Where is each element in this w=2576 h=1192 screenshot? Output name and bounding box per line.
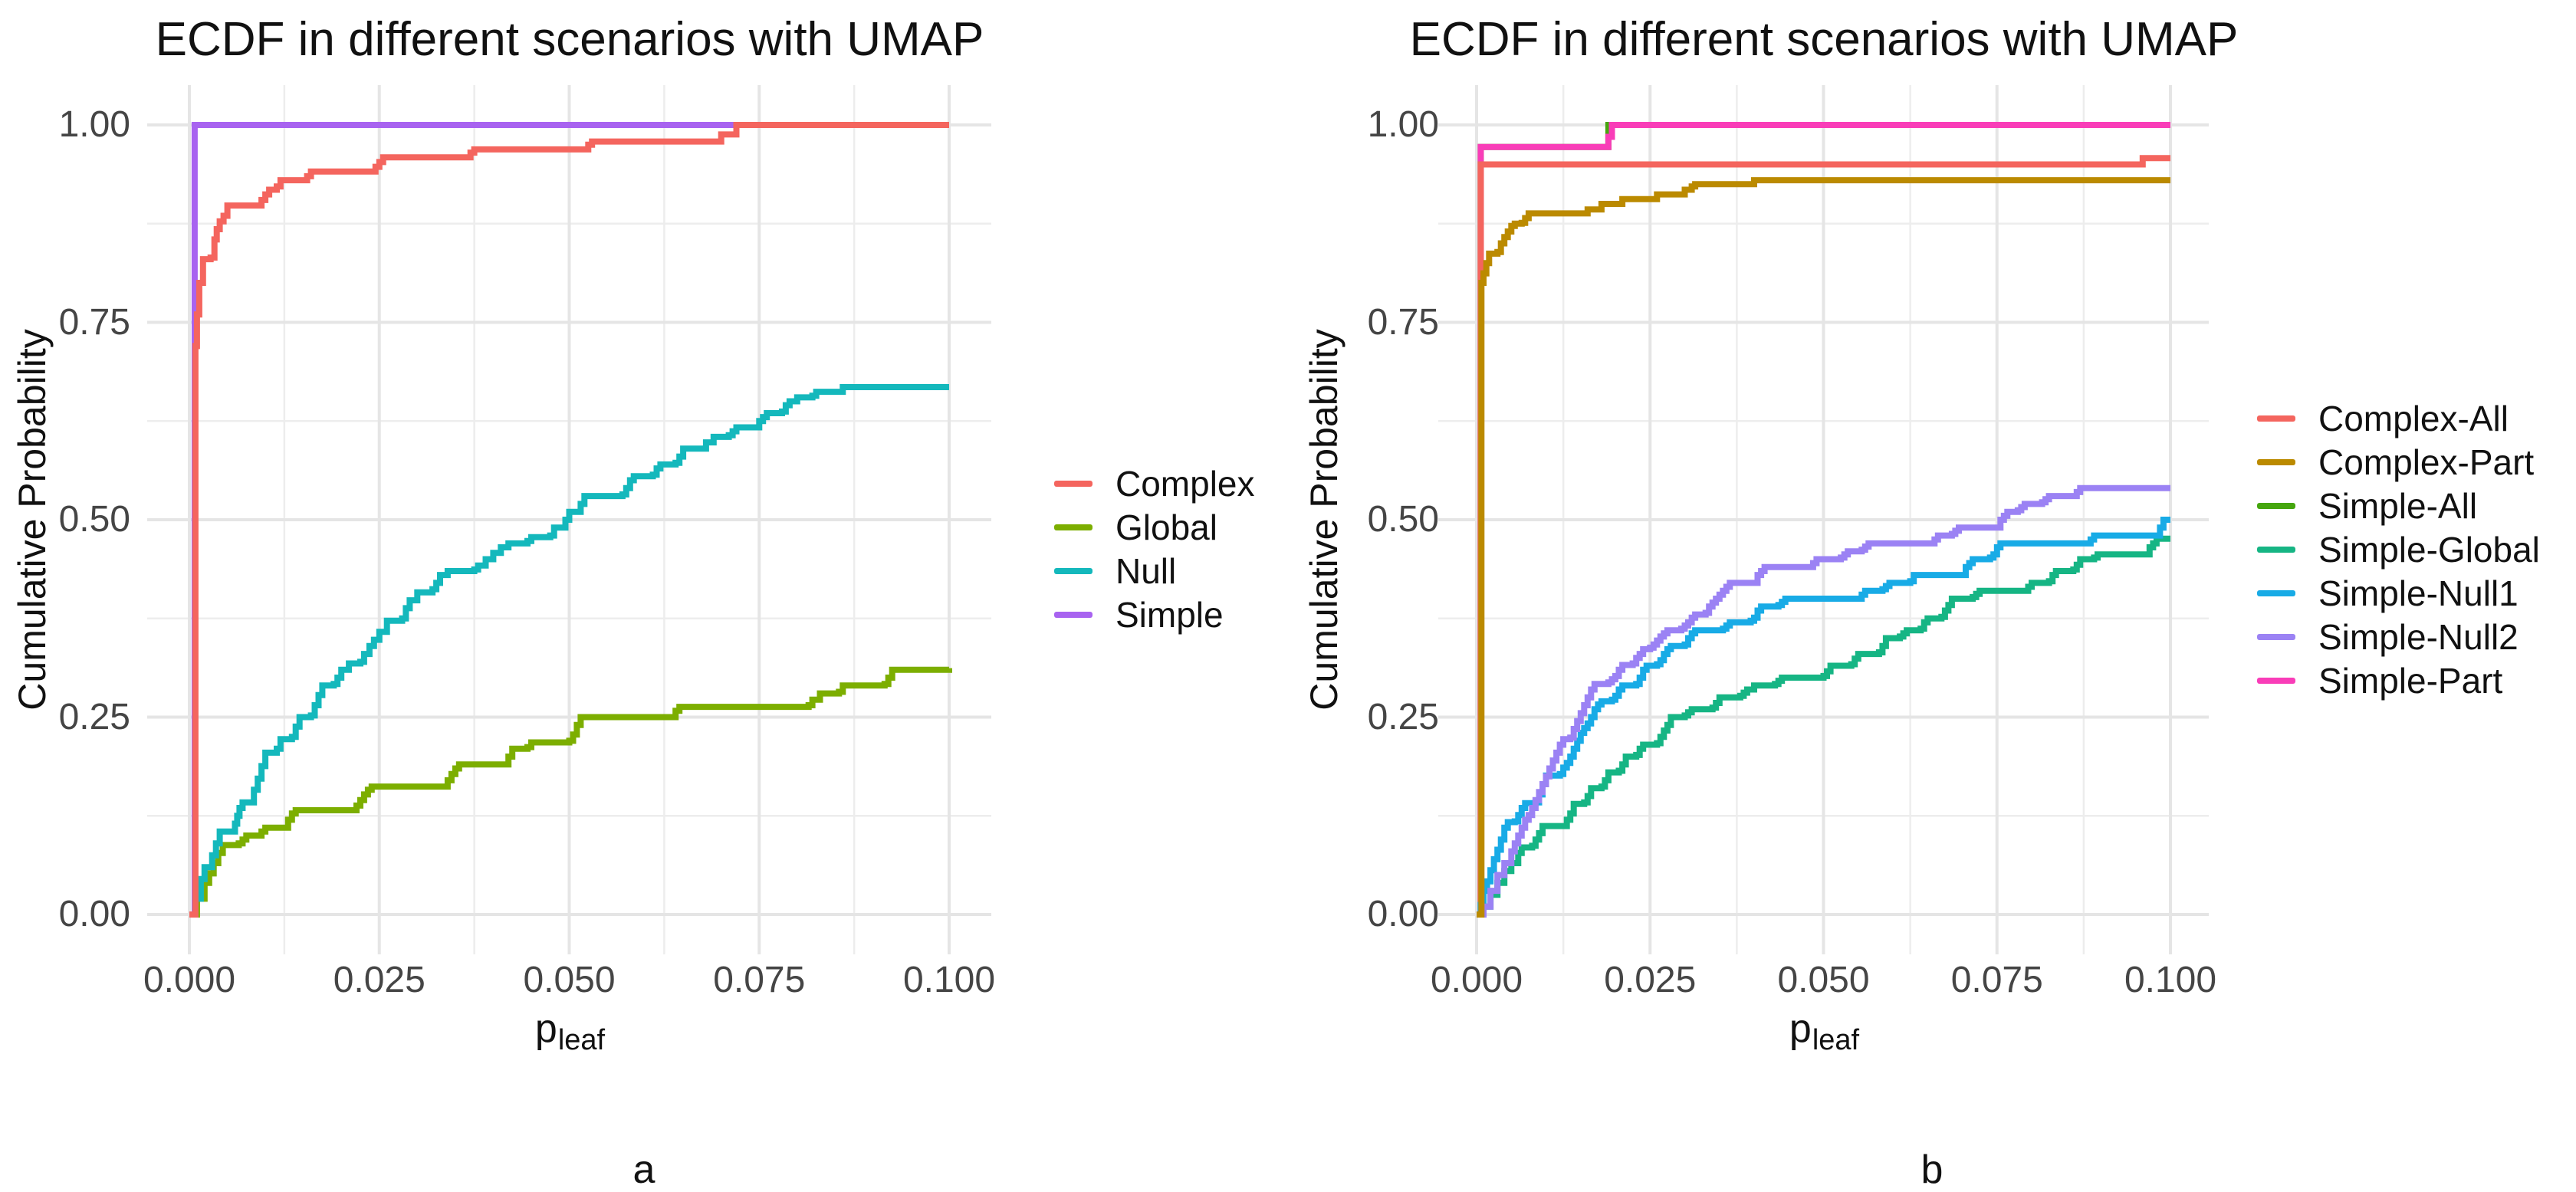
x-tick-label: 0.000	[143, 960, 236, 1000]
legend-key-line-icon	[2257, 415, 2295, 422]
x-tick-label: 0.100	[2124, 960, 2217, 1000]
legend-item-complex-all: Complex-All	[2257, 396, 2540, 440]
legend-label: Complex	[1116, 463, 1255, 504]
y-tick-label: 0.00	[1367, 894, 1439, 934]
panel-a-title: ECDF in different scenarios with UMAP	[155, 13, 984, 66]
series-global	[189, 666, 952, 918]
panel-b-series	[1477, 122, 2170, 918]
legend-key-line-icon	[2257, 502, 2295, 509]
y-tick-label: 0.25	[1367, 696, 1439, 737]
legend-label: Complex-All	[2318, 398, 2509, 438]
legend-key-line-icon	[1054, 524, 1092, 530]
legend-a: Complex Global Null Simple	[1054, 461, 1255, 636]
series-complex	[189, 122, 949, 918]
legend-key-line-icon	[2257, 546, 2295, 553]
legend-item-global: Global	[1054, 505, 1255, 549]
y-tick-label: 0.75	[1367, 301, 1439, 343]
panel-b-grid	[1438, 85, 2209, 954]
x-tick-label: 0.050	[523, 960, 616, 1000]
panel-b-x-axis-title-sub: leaf	[1812, 1024, 1860, 1056]
legend-label: Simple	[1116, 594, 1224, 635]
legend-label: Simple-All	[2318, 485, 2478, 526]
panel-b-x-axis-title-base: p	[1789, 1006, 1812, 1051]
legend-key-line-icon	[2257, 677, 2295, 684]
legend-label: Simple-Part	[2318, 660, 2503, 701]
y-tick-label: 0.75	[58, 301, 130, 343]
legend-item-simple: Simple	[1054, 593, 1255, 636]
y-tick-label: 0.25	[58, 696, 130, 737]
legend-label: Simple-Null2	[2318, 616, 2518, 657]
series-complex-part	[1477, 177, 2170, 918]
legend-key-line-icon	[2257, 633, 2295, 640]
x-tick-label: 0.100	[902, 960, 996, 1000]
series-simple-null2	[1477, 484, 2170, 918]
x-tick-label: 0.000	[1430, 960, 1523, 1000]
y-tick-label: 0.50	[58, 499, 130, 540]
caption-b: b	[1921, 1148, 1944, 1192]
legend-key-line-icon	[1054, 480, 1092, 487]
legend-key-line-icon	[2257, 458, 2295, 465]
series-null	[189, 384, 949, 918]
series-simple-null1	[1477, 517, 2170, 918]
y-tick-label: 1.00	[58, 104, 130, 145]
legend-item-simple-all: Simple-All	[2257, 484, 2540, 527]
legend-b: Complex-All Complex-Part Simple-All Simple-…	[2257, 396, 2540, 702]
x-tick-label: 0.075	[1950, 960, 2043, 1000]
panel-a-x-axis-title-sub: leaf	[557, 1024, 606, 1056]
legend-item-null: Null	[1054, 549, 1255, 593]
panel-b-title: ECDF in different scenarios with UMAP	[1409, 13, 2239, 66]
legend-key-line-icon	[1054, 567, 1092, 574]
legend-item-complex-part: Complex-Part	[2257, 440, 2540, 484]
x-tick-label: 0.025	[333, 960, 426, 1000]
legend-label: Simple-Global	[2318, 529, 2540, 570]
legend-label: Global	[1116, 507, 1217, 547]
panel-a-x-axis-title: pleaf	[534, 1006, 605, 1056]
x-tick-label: 0.075	[713, 960, 806, 1000]
panel-b-x-axis-title: pleaf	[1789, 1006, 1859, 1056]
legend-label: Simple-Null1	[2318, 573, 2518, 613]
legend-item-simple-null1: Simple-Null1	[2257, 571, 2540, 615]
legend-item-complex: Complex	[1054, 461, 1255, 505]
legend-item-simple-null2: Simple-Null2	[2257, 615, 2540, 658]
legend-label: Null	[1116, 550, 1177, 591]
y-tick-label: 0.50	[1367, 499, 1439, 540]
panel-a-x-axis-title-base: p	[534, 1006, 557, 1051]
panel-a-series	[189, 122, 952, 918]
y-tick-label: 0.00	[58, 894, 130, 934]
y-tick-label: 1.00	[1367, 104, 1439, 145]
legend-key-line-icon	[2257, 589, 2295, 596]
legend-item-simple-part: Simple-Part	[2257, 658, 2540, 702]
caption-a: a	[632, 1148, 656, 1192]
legend-item-simple-global: Simple-Global	[2257, 527, 2540, 571]
legend-label: Complex-Part	[2318, 442, 2535, 482]
series-simple-global	[1477, 535, 2170, 918]
legend-key-line-icon	[1054, 611, 1092, 618]
x-tick-label: 0.025	[1604, 960, 1697, 1000]
x-tick-label: 0.050	[1777, 960, 1870, 1000]
